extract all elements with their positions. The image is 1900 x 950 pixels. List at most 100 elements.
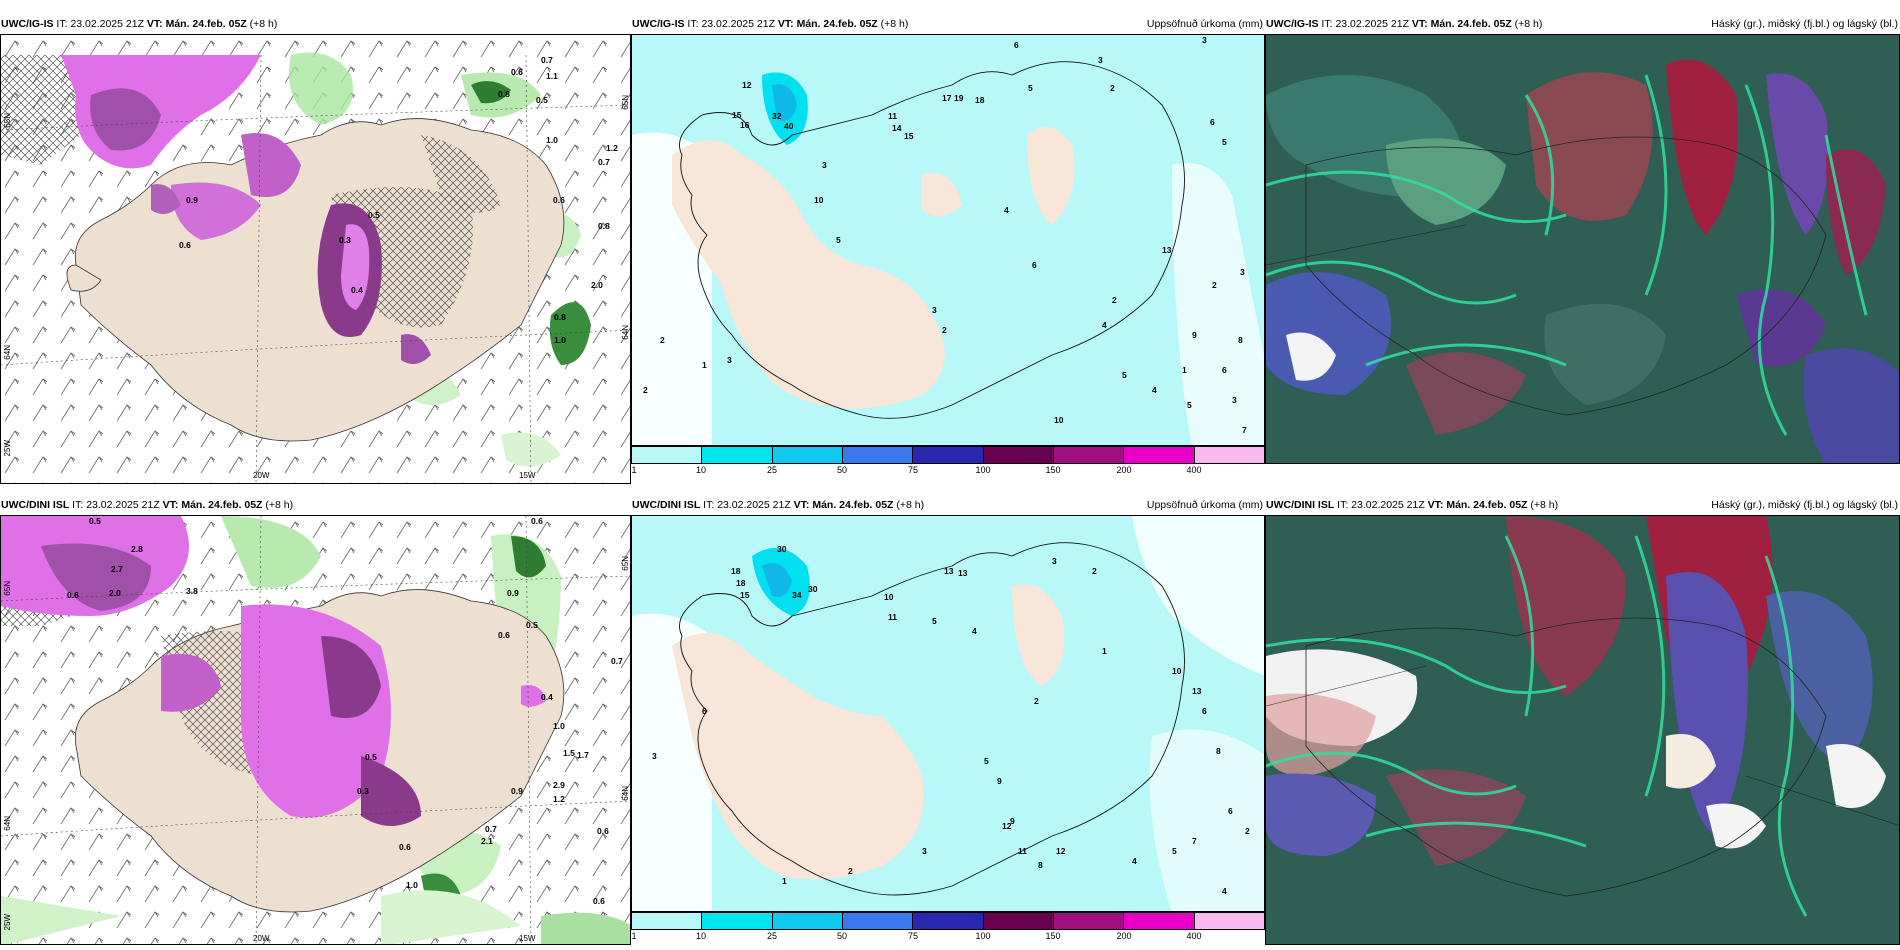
value-label: 0.3 bbox=[339, 235, 351, 245]
lon-label-25w: 25W bbox=[3, 914, 12, 931]
colorbar-swatch bbox=[1194, 447, 1264, 463]
colorbar-label: 100 bbox=[975, 465, 991, 475]
vt-label: VT: bbox=[1427, 499, 1444, 511]
value-label: 1.0 bbox=[554, 335, 566, 345]
precip-value: 8 bbox=[1038, 860, 1043, 870]
lead-time: (+8 h) bbox=[1514, 18, 1543, 30]
value-label: 0.4 bbox=[351, 285, 363, 295]
value-label: 2.8 bbox=[131, 544, 143, 554]
precip-value: 4 bbox=[1004, 205, 1009, 215]
precip-value: 6 bbox=[1228, 806, 1233, 816]
it-value: 23.02.2025 21Z bbox=[86, 499, 160, 511]
vt-label: VT: bbox=[146, 18, 163, 30]
value-label: 0.7 bbox=[541, 55, 553, 65]
precip-value: 34 bbox=[792, 590, 802, 600]
precip-value: 5 bbox=[1187, 400, 1192, 410]
value-label: 1.2 bbox=[606, 143, 618, 153]
lat-label-65n: 65N bbox=[3, 113, 12, 128]
precip-value: 1 bbox=[782, 876, 787, 886]
vt-value: Mán. 24.feb. 05Z bbox=[812, 499, 894, 511]
it-value: 23.02.2025 21Z bbox=[701, 18, 775, 30]
map-canvas bbox=[632, 516, 1264, 911]
it-label: IT: bbox=[687, 18, 699, 30]
wind-precip-map[interactable]: 65N 64N 25W 20W 15W 65N 64N 0.5 2.8 2.7 … bbox=[0, 515, 631, 945]
vt-label: VT: bbox=[162, 499, 179, 511]
precip-map[interactable]: 30 18 18 15 34 30 13 13 10 11 5 4 3 2 1 … bbox=[631, 515, 1265, 912]
precip-value: 11 bbox=[1018, 846, 1027, 856]
precip-value: 8 bbox=[1238, 335, 1243, 345]
precip-value: 18 bbox=[975, 95, 985, 105]
precip-value: 3 bbox=[822, 160, 827, 170]
it-value: 23.02.2025 21Z bbox=[70, 18, 144, 30]
precip-value: 2 bbox=[1245, 826, 1250, 836]
colorbar-label: 200 bbox=[1116, 931, 1132, 941]
colorbar-swatch bbox=[913, 913, 984, 929]
colorbar-label: 50 bbox=[836, 931, 848, 941]
value-label: 0.6 bbox=[553, 195, 565, 205]
lon-label-20w: 20W bbox=[253, 934, 270, 943]
value-label: 0.7 bbox=[598, 157, 610, 167]
row1-panel-clouds: UWC/IG-IS IT: 23.02.2025 21Z VT: Mán. 24… bbox=[1265, 14, 1900, 464]
value-label: 0.5 bbox=[89, 516, 101, 526]
precip-value: 5 bbox=[932, 616, 937, 626]
colorbar-labels: 1 10 25 50 75 100 150 200 400 bbox=[631, 465, 1265, 477]
it-value: 23.02.2025 21Z bbox=[717, 499, 791, 511]
panel-subtitle: Uppsöfnuð úrkoma (mm) bbox=[1146, 18, 1263, 30]
colorbar-swatch bbox=[1053, 447, 1125, 463]
lat-label-65n: 65N bbox=[3, 581, 12, 596]
precip-value: 10 bbox=[1054, 415, 1064, 425]
precip-value: 13 bbox=[944, 566, 954, 576]
panel-title: UWC/IG-IS IT: 23.02.2025 21Z VT: Mán. 24… bbox=[0, 14, 631, 34]
colorbar-label: 400 bbox=[1186, 931, 1202, 941]
model-label: UWC/IG-IS bbox=[632, 18, 685, 30]
precip-value: 12 bbox=[1056, 846, 1066, 856]
value-label: 0.7 bbox=[485, 824, 497, 834]
value-label: 3.8 bbox=[186, 586, 198, 596]
precip-value: 3 bbox=[1202, 35, 1207, 45]
precip-value: 17 bbox=[942, 93, 952, 103]
colorbar-swatch bbox=[702, 447, 773, 463]
it-value: 23.02.2025 21Z bbox=[1351, 499, 1425, 511]
precip-value: 1 bbox=[702, 360, 707, 370]
precip-map[interactable]: 3 6 3 2 5 6 5 12 15 16 32 40 17 19 18 11… bbox=[631, 34, 1265, 446]
row2-panel-precip: UWC/DINI ISL IT: 23.02.2025 21Z VT: Mán.… bbox=[631, 495, 1265, 945]
precip-value: 8 bbox=[1216, 746, 1221, 756]
value-label: 0.6 bbox=[593, 896, 605, 906]
map-canvas bbox=[1, 35, 630, 483]
precip-value: 4 bbox=[1132, 856, 1137, 866]
colorbar-swatch bbox=[632, 913, 703, 929]
graticule bbox=[1, 54, 630, 483]
precip-value: 30 bbox=[808, 584, 818, 594]
value-label: 2.0 bbox=[109, 588, 121, 598]
precip-value: 11 bbox=[888, 111, 897, 121]
lon-label-20w: 20W bbox=[253, 471, 270, 480]
precip-value: 5 bbox=[836, 235, 841, 245]
vt-value: Mán. 24.feb. 05Z bbox=[1446, 499, 1528, 511]
colorbar-swatch bbox=[983, 447, 1054, 463]
precip-value: 11 bbox=[888, 612, 897, 622]
lead-time: (+8 h) bbox=[249, 18, 278, 30]
precip-value: 9 bbox=[1010, 816, 1015, 826]
panel-subtitle: Háský (gr.), miðský (fj.bl.) og lágský (… bbox=[1711, 18, 1898, 30]
vt-value: Mán. 24.feb. 05Z bbox=[796, 18, 878, 30]
precip-value: 9 bbox=[1192, 330, 1197, 340]
panel-title: UWC/DINI ISL IT: 23.02.2025 21Z VT: Mán.… bbox=[1265, 495, 1900, 515]
colorbar-label: 10 bbox=[695, 465, 707, 475]
value-label: 1.1 bbox=[546, 71, 558, 81]
wind-precip-map[interactable]: 65N 64N 25W 20W 15W 65N 64N 0.7 0.6 1.1 … bbox=[0, 34, 631, 484]
cloud-map[interactable] bbox=[1265, 34, 1900, 464]
it-label: IT: bbox=[703, 499, 715, 511]
lead-time: (+8 h) bbox=[880, 18, 909, 30]
precip-value: 5 bbox=[1122, 370, 1127, 380]
precip-value: 15 bbox=[740, 590, 750, 600]
precip-value: 4 bbox=[1102, 320, 1107, 330]
precip-value: 14 bbox=[892, 123, 902, 133]
precip-value: 6 bbox=[1210, 117, 1215, 127]
lat-label-right-65n: 65N bbox=[621, 95, 630, 110]
precip-value: 10 bbox=[814, 195, 824, 205]
precip-value: 13 bbox=[1192, 686, 1202, 696]
lead-time: (+8 h) bbox=[1530, 499, 1559, 511]
value-label: 0.8 bbox=[498, 89, 510, 99]
precip-value: 13 bbox=[958, 568, 968, 578]
cloud-map[interactable] bbox=[1265, 515, 1900, 945]
